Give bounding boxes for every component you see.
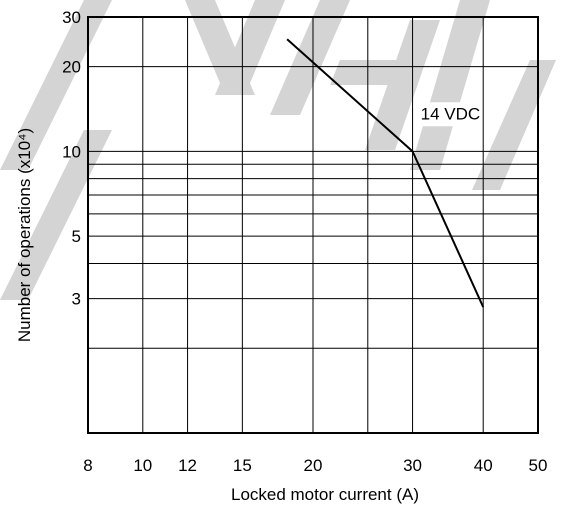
watermark-shape-0 bbox=[0, 0, 112, 170]
watermark-shape-8 bbox=[472, 60, 556, 190]
x-tick-label: 8 bbox=[83, 456, 92, 475]
y-tick-label: 20 bbox=[62, 58, 81, 77]
series-line-0 bbox=[286, 38, 485, 308]
annotation-bg-0 bbox=[416, 102, 482, 127]
tick-labels: 8 10 12 15 20 30 40 50 3 5 10 20 30 bbox=[62, 8, 547, 475]
x-tick-label: 10 bbox=[133, 456, 152, 475]
x-axis-title: Locked motor current (A) bbox=[231, 485, 419, 504]
watermark-shape-1 bbox=[0, 130, 112, 300]
y-tick-label: 30 bbox=[62, 8, 81, 27]
x-tick-label: 12 bbox=[178, 456, 197, 475]
watermark bbox=[0, 0, 556, 300]
y-tick-label: 5 bbox=[72, 227, 81, 246]
x-tick-label: 30 bbox=[403, 456, 422, 475]
watermark-shape-3 bbox=[215, 0, 285, 95]
watermark-shape-7 bbox=[410, 0, 490, 170]
x-tick-label: 20 bbox=[304, 456, 323, 475]
watermark-shape-4 bbox=[270, 0, 350, 115]
x-tick-label: 50 bbox=[529, 456, 548, 475]
y-axis-title: Number of operations (x10⁴) bbox=[15, 128, 34, 342]
plot-frame bbox=[87, 16, 539, 434]
y-tick-label: 3 bbox=[72, 290, 81, 309]
x-tick-label: 40 bbox=[474, 456, 493, 475]
y-tick-label: 10 bbox=[62, 142, 81, 161]
series-layer: 14 VDC bbox=[286, 38, 485, 308]
watermark-shape-6 bbox=[365, 20, 440, 150]
annotation-label: 14 VDC bbox=[421, 104, 481, 123]
x-tick-label: 15 bbox=[233, 456, 252, 475]
grid bbox=[88, 17, 538, 433]
